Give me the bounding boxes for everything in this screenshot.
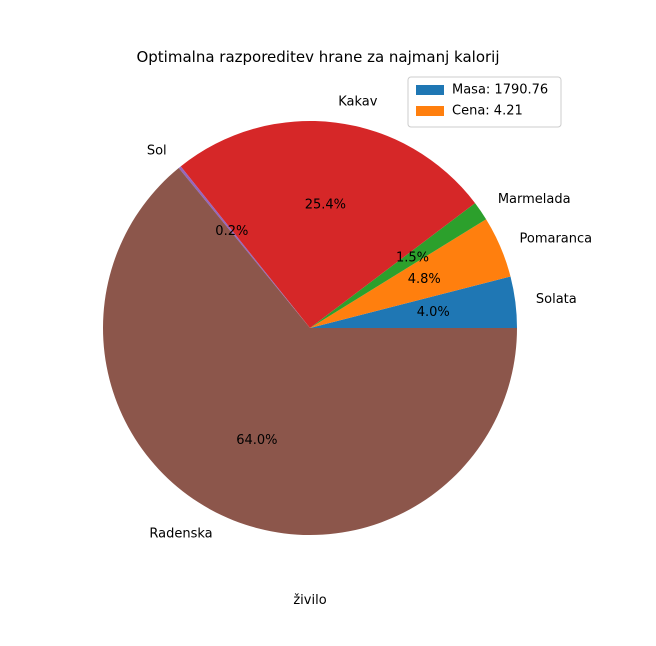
- pie-slices: [103, 121, 517, 535]
- legend-entry-1: Cena: 4.21: [452, 104, 523, 119]
- legend-entry-0: Masa: 1790.76: [452, 83, 548, 98]
- slice-percent-pomaranca: 4.8%: [408, 272, 441, 287]
- slice-percent-marmelada: 1.5%: [396, 250, 429, 265]
- slice-label-radenska: Radenska: [149, 526, 212, 541]
- slice-percent-radenska: 64.0%: [236, 433, 277, 448]
- pie-slice-pomaranca: [310, 219, 511, 328]
- slice-label-solata: Solata: [536, 292, 577, 307]
- legend-swatch-0: [416, 85, 444, 95]
- x-axis-label: živilo: [293, 593, 326, 608]
- pie-slice-marmelada: [310, 203, 487, 328]
- slice-label-marmelada: Marmelada: [498, 192, 571, 207]
- chart-title: Optimalna razporeditev hrane za najmanj …: [136, 48, 499, 66]
- slice-label-pomaranca: Pomaranca: [520, 231, 593, 246]
- slice-percent-sol: 0.2%: [215, 224, 248, 239]
- slice-label-sol: Sol: [147, 144, 167, 159]
- legend-swatch-1: [416, 106, 444, 116]
- pie-labels: Solata 4.0% Pomaranca 4.8% Marmelada 1.5% Kaka…: [147, 95, 592, 542]
- slice-label-kakav: Kakav: [338, 95, 378, 110]
- slice-percent-kakav: 25.4%: [305, 197, 346, 212]
- legend: Masa: 1790.76 Cena: 4.21: [407, 76, 562, 128]
- slice-percent-solata: 4.0%: [417, 305, 450, 320]
- pie-slice-sol: [178, 166, 310, 328]
- legend-box: [407, 76, 562, 128]
- pie-slice-kakav: [180, 121, 476, 328]
- pie-slice-radenska: [103, 167, 517, 535]
- pie-slice-solata: [310, 276, 517, 328]
